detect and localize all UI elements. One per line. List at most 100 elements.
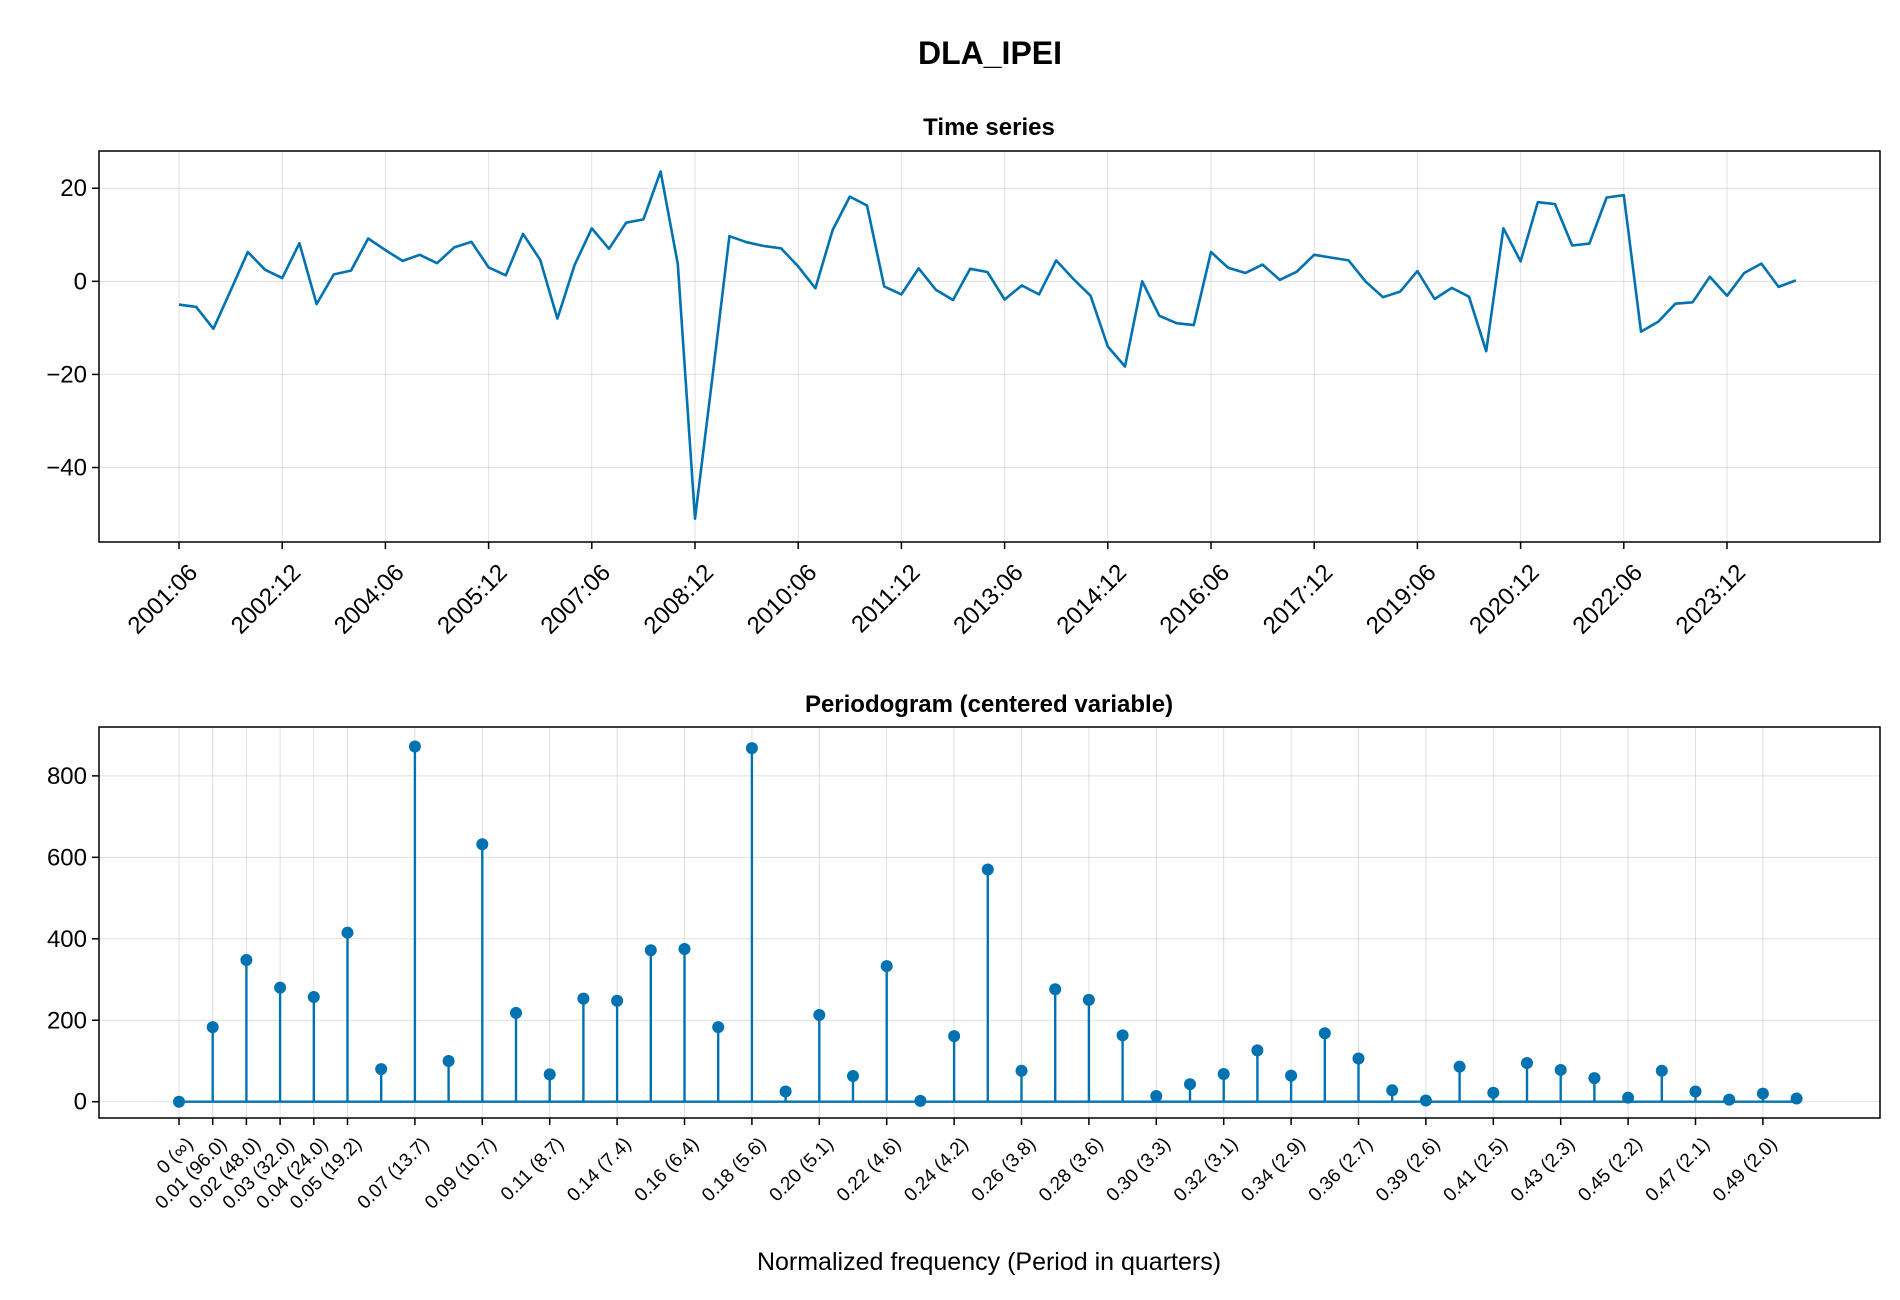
- time-series-point: [641, 217, 645, 221]
- time-series-x-tick-label: 2013:06: [948, 559, 1028, 639]
- periodogram-marker: [847, 1070, 859, 1083]
- time-series-point: [1450, 286, 1454, 290]
- time-series-point: [744, 240, 748, 244]
- time-series-x-ticks: 2001:06 2002:12 2004:06 2005:12 2007:06 2008:…: [123, 542, 1751, 639]
- periodogram-y-tick-label: 800: [47, 763, 87, 790]
- time-series-point: [1587, 241, 1591, 245]
- periodogram-y-tick-label: 0: [74, 1089, 87, 1116]
- periodogram-marker: [981, 863, 994, 876]
- time-series-point: [676, 262, 680, 266]
- time-series-point: [1604, 195, 1608, 199]
- periodogram-marker: [678, 942, 691, 955]
- periodogram-marker: [1285, 1069, 1298, 1082]
- time-series-point: [1725, 294, 1729, 298]
- periodogram-marker: [914, 1094, 927, 1107]
- periodogram-marker: [712, 1021, 725, 1034]
- time-series-point: [624, 220, 628, 224]
- periodogram-marker: [341, 926, 354, 939]
- figure-title: DLA_IPEI: [918, 35, 1062, 71]
- periodogram-marker: [1790, 1092, 1803, 1105]
- time-series-point: [1673, 301, 1677, 305]
- time-series-point: [1243, 271, 1247, 275]
- periodogram-marker: [779, 1085, 792, 1098]
- time-series-point: [1639, 329, 1643, 333]
- time-series-x-tick-label: 2008:12: [639, 559, 719, 639]
- time-series-point: [1157, 314, 1161, 318]
- periodogram-marker: [1184, 1078, 1196, 1091]
- time-series-point: [246, 250, 250, 254]
- periodogram-marker: [1453, 1060, 1466, 1073]
- time-series-point: [1776, 285, 1780, 289]
- periodogram-x-tick-label: 0.07 (13.7): [354, 1134, 434, 1214]
- periodogram-x-tick-label: 0.43 (2.3): [1507, 1134, 1579, 1206]
- time-series-point: [762, 244, 766, 248]
- periodogram-marker: [1049, 983, 1062, 996]
- periodogram-x-tick-label: 0.22 (4.6): [833, 1134, 905, 1206]
- time-series-point: [1312, 253, 1316, 257]
- periodogram-x-tick-label: 0.11 (8.7): [497, 1134, 568, 1205]
- time-series-point: [899, 292, 903, 296]
- time-series-point: [1518, 259, 1522, 263]
- time-series-y-tick-label: −20: [46, 361, 87, 388]
- time-series-series-line: [178, 170, 1797, 521]
- time-series-point: [658, 169, 662, 173]
- time-series-point: [916, 266, 920, 270]
- time-series-point: [1364, 280, 1368, 284]
- time-series-point: [349, 268, 353, 272]
- time-series-point: [211, 327, 215, 331]
- time-series-x-tick-label: 2001:06: [123, 559, 203, 639]
- time-series-point: [1278, 278, 1282, 282]
- time-series-point: [1759, 261, 1763, 265]
- time-series-point: [1071, 277, 1075, 281]
- time-series-point: [452, 245, 456, 249]
- time-series-panel: Time series 20 0 −20 −40 2001:06 2002:12 2004…: [46, 114, 1881, 639]
- periodogram-marker: [1352, 1052, 1365, 1065]
- periodogram-marker: [476, 838, 489, 851]
- time-series-point: [1536, 200, 1540, 204]
- periodogram-x-tick-label: 0.39 (2.6): [1372, 1134, 1444, 1206]
- periodogram-marker: [611, 994, 624, 1007]
- time-series-point: [865, 203, 869, 207]
- periodogram-marker: [1723, 1093, 1736, 1106]
- periodogram-marker: [1251, 1044, 1264, 1057]
- time-series-point: [710, 377, 714, 381]
- periodogram-marker: [1082, 993, 1095, 1006]
- time-series-point: [1295, 269, 1299, 273]
- time-series-y-ticks: 20 0 −20 −40: [46, 175, 99, 482]
- time-series-point: [1106, 344, 1110, 348]
- time-series-point: [228, 288, 232, 292]
- time-series-point: [1501, 226, 1505, 230]
- periodogram-x-tick-label: 0.18 (5.6): [698, 1134, 770, 1206]
- time-series-x-tick-label: 2002:12: [226, 559, 306, 639]
- time-series-x-tick-label: 2016:06: [1155, 559, 1235, 639]
- time-series-point: [314, 302, 318, 306]
- time-series-x-tick-label: 2020:12: [1464, 559, 1544, 639]
- time-series-point: [1467, 294, 1471, 298]
- time-series-point: [1690, 300, 1694, 304]
- time-series-point: [1742, 271, 1746, 275]
- time-series-point: [435, 261, 439, 265]
- periodogram-marker: [1487, 1086, 1500, 1099]
- periodogram-marker: [1015, 1064, 1028, 1077]
- time-series-point: [1140, 279, 1144, 283]
- time-series-point: [1037, 292, 1041, 296]
- periodogram-marker: [1554, 1063, 1567, 1076]
- time-series-point: [400, 259, 404, 263]
- time-series-point: [366, 236, 370, 240]
- time-series-point: [1622, 193, 1626, 197]
- periodogram-x-tick-label: 0.30 (3.3): [1103, 1134, 1175, 1206]
- time-series-point: [934, 288, 938, 292]
- periodogram-marker: [408, 740, 421, 753]
- time-series-point: [1398, 289, 1402, 293]
- time-series-point: [590, 226, 594, 230]
- periodogram-x-tick-label: 0.32 (3.1): [1170, 1134, 1242, 1206]
- periodogram-x-tick-label: 0.14 (7.4): [563, 1134, 635, 1206]
- periodogram-x-tick-label: 0.47 (2.1): [1642, 1134, 1714, 1206]
- time-series-point: [1553, 202, 1557, 206]
- time-series-point: [1329, 255, 1333, 259]
- periodogram-x-tick-label: 0.45 (2.2): [1574, 1134, 1646, 1206]
- periodogram-x-tick-label: 0.24 (4.2): [900, 1134, 972, 1206]
- time-series-point: [263, 267, 267, 271]
- time-series-point: [693, 517, 697, 521]
